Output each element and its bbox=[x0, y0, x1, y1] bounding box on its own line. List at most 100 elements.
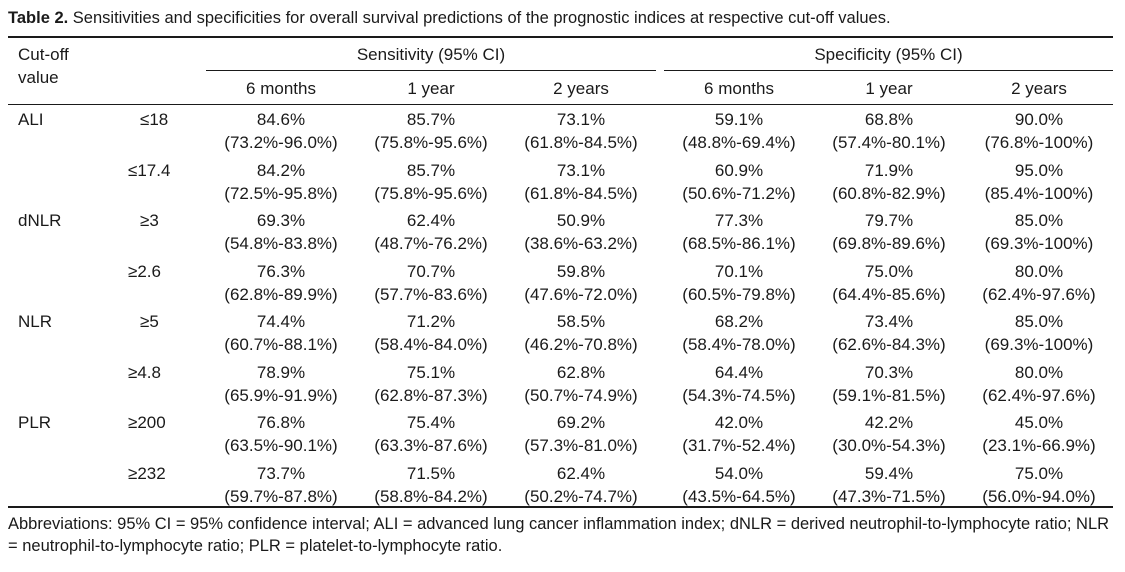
cell-percentage: 84.6% bbox=[256, 110, 306, 129]
period-header-sens-2y: 2 years bbox=[553, 79, 609, 98]
cell-percentage: 73.7% bbox=[256, 463, 306, 483]
cell-percentage: 60.9% bbox=[714, 160, 764, 180]
row-cutoff-value: ≥2.6 bbox=[128, 261, 161, 281]
cell-confidence-interval: (61.8%-84.5%) bbox=[524, 183, 638, 203]
cell-confidence-interval: (61.8%-84.5%) bbox=[524, 133, 638, 152]
cell-percentage: 85.7% bbox=[406, 110, 456, 129]
cell-percentage: 76.3% bbox=[256, 261, 306, 281]
cell-confidence-interval: (72.5%-95.8%) bbox=[224, 183, 338, 203]
cell-percentage: 58.5% bbox=[556, 312, 606, 331]
cell-percentage: 50.9% bbox=[556, 211, 606, 230]
period-header-sens-1y: 1 year bbox=[407, 79, 455, 98]
cell-confidence-interval: (60.8%-82.9%) bbox=[832, 183, 946, 203]
table-cell: 54.0% (43.5%-64.5%) bbox=[664, 462, 814, 508]
cell-confidence-interval: (58.4%-84.0%) bbox=[374, 335, 488, 354]
cell-percentage: 70.3% bbox=[864, 362, 914, 382]
cell-confidence-interval: (57.7%-83.6%) bbox=[374, 284, 488, 304]
table-cell: 59.4% (47.3%-71.5%) bbox=[814, 462, 964, 508]
cell-percentage: 68.8% bbox=[864, 110, 914, 129]
cell-percentage: 75.0% bbox=[864, 261, 914, 281]
table-cell: 68.8% (57.4%-80.1%) bbox=[814, 108, 964, 154]
cell-confidence-interval: (54.8%-83.8%) bbox=[224, 234, 338, 253]
period-header-spec-6m: 6 months bbox=[704, 79, 774, 98]
cell-confidence-interval: (30.0%-54.3%) bbox=[832, 436, 946, 455]
cell-percentage: 70.7% bbox=[406, 261, 456, 281]
table-row: NLR ≥5 74.4% (60.7%-88.1%) 71.2% (58.4%-84.0%… bbox=[0, 310, 1125, 360]
cell-percentage: 85.0% bbox=[1014, 211, 1064, 230]
cell-confidence-interval: (58.4%-78.0%) bbox=[682, 335, 796, 354]
table-cell: 78.9% (65.9%-91.9%) bbox=[206, 361, 356, 407]
cell-percentage: 73.1% bbox=[556, 160, 606, 180]
cell-percentage: 64.4% bbox=[714, 362, 764, 382]
table-cell: 95.0% (85.4%-100%) bbox=[964, 159, 1114, 205]
cell-confidence-interval: (58.8%-84.2%) bbox=[374, 486, 488, 506]
cell-percentage: 77.3% bbox=[714, 211, 764, 230]
table-cell: 90.0% (76.8%-100%) bbox=[964, 108, 1114, 154]
row-index-label: PLR bbox=[18, 413, 52, 432]
cell-confidence-interval: (65.9%-91.9%) bbox=[224, 385, 338, 405]
cell-percentage: 62.8% bbox=[556, 362, 606, 382]
table-cell: 85.0% (69.3%-100%) bbox=[964, 209, 1114, 255]
cell-confidence-interval: (59.1%-81.5%) bbox=[832, 385, 946, 405]
cell-confidence-interval: (60.5%-79.8%) bbox=[682, 284, 796, 304]
cell-confidence-interval: (69.8%-89.6%) bbox=[832, 234, 946, 253]
cell-percentage: 75.4% bbox=[406, 413, 456, 432]
table-footnote: Abbreviations: 95% CI = 95% confidence i… bbox=[8, 515, 1110, 555]
cell-confidence-interval: (62.6%-84.3%) bbox=[832, 335, 946, 354]
cell-confidence-interval: (75.8%-95.6%) bbox=[374, 133, 488, 152]
cell-confidence-interval: (85.4%-100%) bbox=[984, 183, 1094, 203]
cell-confidence-interval: (73.2%-96.0%) bbox=[224, 133, 338, 152]
cell-confidence-interval: (47.3%-71.5%) bbox=[832, 486, 946, 506]
table-caption: Table 2. Sensitivities and specificities… bbox=[8, 8, 1113, 28]
cell-percentage: 80.0% bbox=[1014, 261, 1064, 281]
table-cell: 75.1% (62.8%-87.3%) bbox=[356, 361, 506, 407]
table-cell: 85.0% (69.3%-100%) bbox=[964, 310, 1114, 356]
table-cell: 45.0% (23.1%-66.9%) bbox=[964, 411, 1114, 457]
cell-percentage: 69.2% bbox=[556, 413, 606, 432]
cell-confidence-interval: (31.7%-52.4%) bbox=[682, 436, 796, 455]
cell-percentage: 71.9% bbox=[864, 160, 914, 180]
cell-confidence-interval: (63.5%-90.1%) bbox=[224, 436, 338, 455]
table-row: ≥4.8 78.9% (65.9%-91.9%) 75.1% (62.8%-87.3%)… bbox=[0, 361, 1125, 411]
table-cell: 62.4% (50.2%-74.7%) bbox=[506, 462, 656, 508]
cell-confidence-interval: (50.6%-71.2%) bbox=[682, 183, 796, 203]
cell-percentage: 79.7% bbox=[864, 211, 914, 230]
table-cell: 73.1% (61.8%-84.5%) bbox=[506, 108, 656, 154]
cell-percentage: 71.2% bbox=[406, 312, 456, 331]
cell-confidence-interval: (47.6%-72.0%) bbox=[524, 284, 638, 304]
cell-percentage: 74.4% bbox=[256, 312, 306, 331]
cell-confidence-interval: (48.8%-69.4%) bbox=[682, 133, 796, 152]
period-header-spec-1y: 1 year bbox=[865, 79, 913, 98]
table-cell: 85.7% (75.8%-95.6%) bbox=[356, 108, 506, 154]
cell-confidence-interval: (54.3%-74.5%) bbox=[682, 385, 796, 405]
cell-percentage: 59.8% bbox=[556, 261, 606, 281]
caption-text: Sensitivities and specificities for over… bbox=[68, 9, 891, 27]
row-index-label: ALI bbox=[18, 110, 44, 129]
cell-percentage: 85.7% bbox=[406, 160, 456, 180]
table-row: dNLR ≥3 69.3% (54.8%-83.8%) 62.4% (48.7%-76.2… bbox=[0, 209, 1125, 259]
cell-confidence-interval: (59.7%-87.8%) bbox=[224, 486, 338, 506]
cell-confidence-interval: (62.4%-97.6%) bbox=[982, 385, 1096, 405]
cell-confidence-interval: (64.4%-85.6%) bbox=[832, 284, 946, 304]
table-row: PLR ≥200 76.8% (63.5%-90.1%) 75.4% (63.3%-87.… bbox=[0, 411, 1125, 461]
table-bottom-rule bbox=[8, 506, 1113, 508]
sensitivity-header: Sensitivity (95% CI) bbox=[356, 45, 506, 64]
cell-percentage: 80.0% bbox=[1014, 362, 1064, 382]
table-cell: 50.9% (38.6%-63.2%) bbox=[506, 209, 656, 255]
table-cell: 71.2% (58.4%-84.0%) bbox=[356, 310, 506, 356]
cell-percentage: 62.4% bbox=[406, 211, 456, 230]
cell-confidence-interval: (50.7%-74.9%) bbox=[524, 385, 638, 405]
table-header-rule bbox=[8, 104, 1113, 105]
cell-percentage: 76.8% bbox=[256, 413, 306, 432]
table-cell: 71.9% (60.8%-82.9%) bbox=[814, 159, 964, 205]
cell-percentage: 42.2% bbox=[864, 413, 914, 432]
specificity-header: Specificity (95% CI) bbox=[814, 45, 963, 64]
table-cell: 62.8% (50.7%-74.9%) bbox=[506, 361, 656, 407]
cell-percentage: 59.1% bbox=[714, 110, 764, 129]
cell-confidence-interval: (75.8%-95.6%) bbox=[374, 183, 488, 203]
cell-confidence-interval: (48.7%-76.2%) bbox=[374, 234, 488, 253]
period-header-sens-6m: 6 months bbox=[246, 79, 316, 98]
table-cell: 85.7% (75.8%-95.6%) bbox=[356, 159, 506, 205]
period-header-spec-2y: 2 years bbox=[1011, 79, 1067, 98]
